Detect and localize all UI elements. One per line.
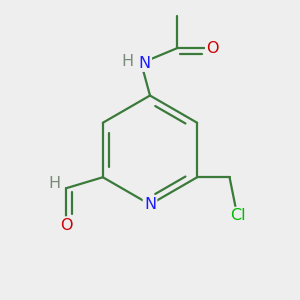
Text: O: O	[206, 41, 219, 56]
Text: H: H	[48, 176, 60, 191]
Text: O: O	[60, 218, 72, 232]
Text: N: N	[139, 56, 151, 70]
Text: Cl: Cl	[231, 208, 246, 223]
Text: H: H	[122, 54, 134, 69]
Text: N: N	[144, 197, 156, 212]
